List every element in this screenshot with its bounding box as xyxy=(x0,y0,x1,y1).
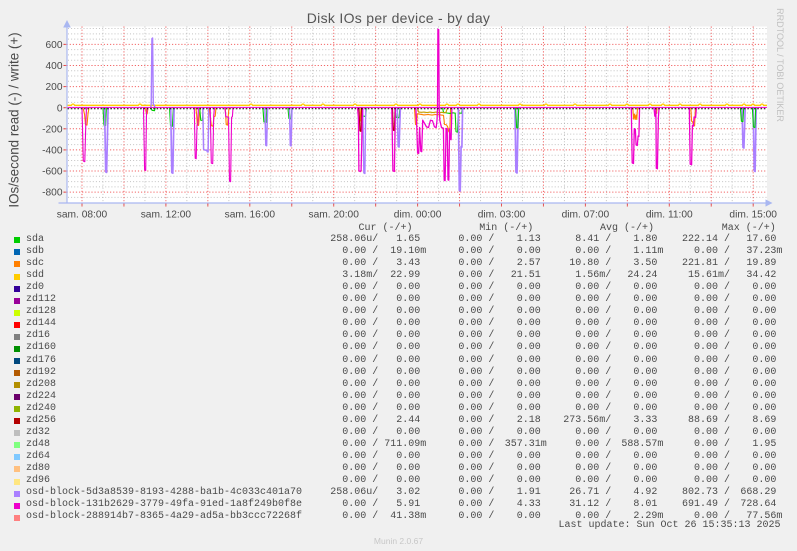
svg-text:sam. 08:00: sam. 08:00 xyxy=(57,209,108,220)
svg-text:dim. 07:00: dim. 07:00 xyxy=(562,209,610,220)
svg-text:dim. 11:00: dim. 11:00 xyxy=(646,209,693,220)
svg-text:-600: -600 xyxy=(42,167,63,178)
svg-text:sam. 20:00: sam. 20:00 xyxy=(308,209,359,220)
svg-text:0: 0 xyxy=(57,103,63,114)
svg-text:sam. 12:00: sam. 12:00 xyxy=(141,209,192,220)
svg-text:-200: -200 xyxy=(42,124,63,135)
svg-text:dim. 15:00: dim. 15:00 xyxy=(729,209,777,220)
svg-text:400: 400 xyxy=(46,61,63,72)
svg-text:dim. 03:00: dim. 03:00 xyxy=(478,209,526,220)
svg-text:-800: -800 xyxy=(42,188,63,199)
svg-text:600: 600 xyxy=(46,40,63,51)
svg-text:-400: -400 xyxy=(42,146,63,157)
svg-text:200: 200 xyxy=(46,82,63,93)
svg-text:dim. 00:00: dim. 00:00 xyxy=(394,209,442,220)
svg-text:sam. 16:00: sam. 16:00 xyxy=(225,209,276,220)
